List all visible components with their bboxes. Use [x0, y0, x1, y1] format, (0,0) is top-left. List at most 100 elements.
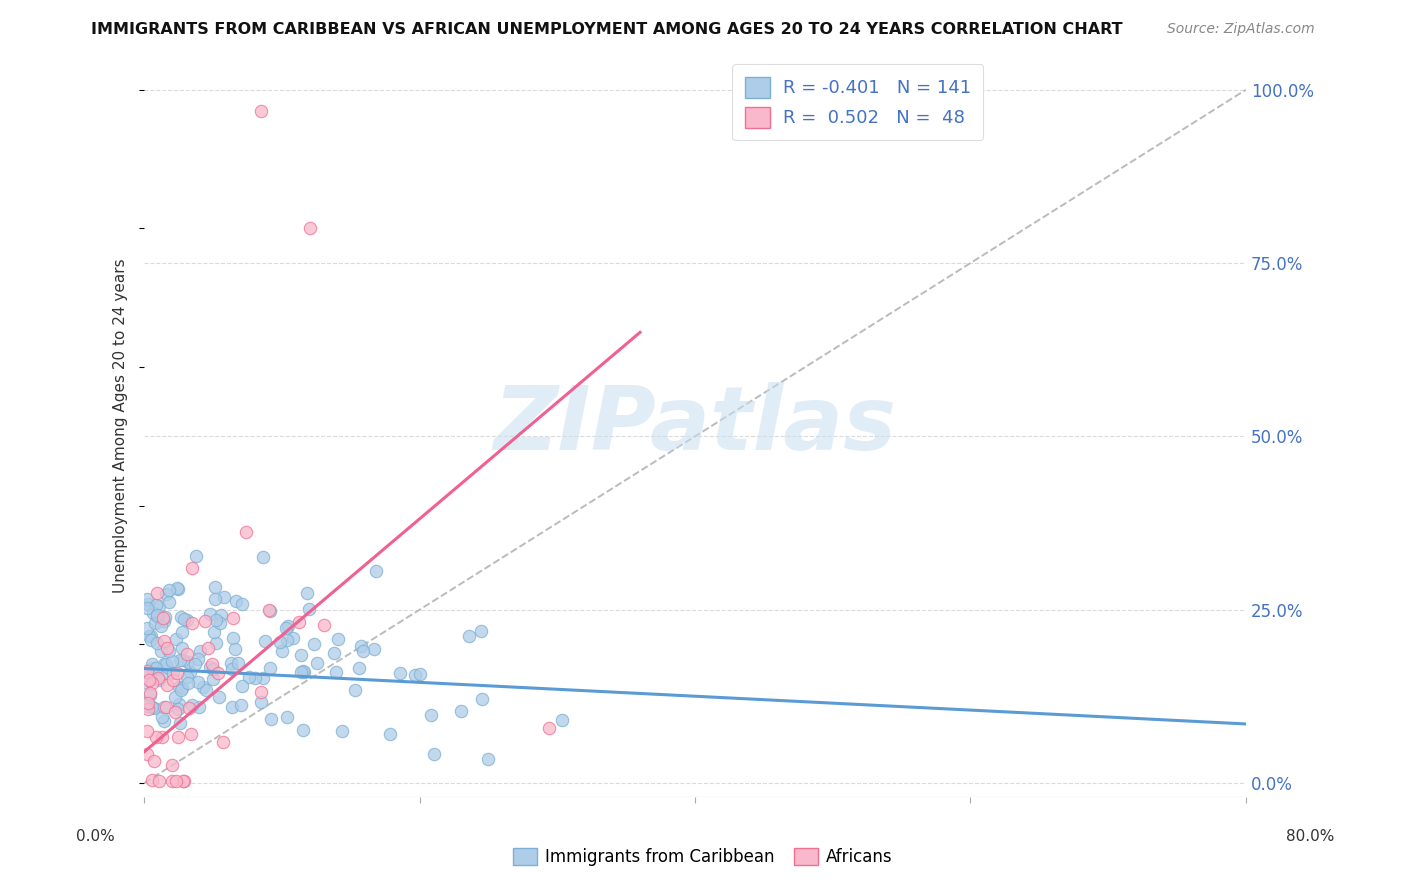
Point: [141, 657, 163, 671]
Point: [177, 676, 200, 690]
Point: [155, 657, 177, 671]
Point: [152, 710, 174, 724]
Point: [177, 701, 200, 715]
Point: [330, 723, 353, 738]
Point: [181, 561, 204, 575]
Point: [172, 652, 194, 666]
Point: [250, 695, 273, 709]
Point: [138, 673, 160, 688]
Text: 0.0%: 0.0%: [76, 830, 115, 844]
Point: [290, 648, 312, 663]
Point: [180, 698, 202, 713]
Point: [471, 692, 494, 706]
Point: [470, 624, 492, 638]
Point: [141, 699, 163, 714]
Point: [145, 636, 167, 650]
Point: [450, 704, 472, 718]
Text: IMMIGRANTS FROM CARIBBEAN VS AFRICAN UNEMPLOYMENT AMONG AGES 20 TO 24 YEARS CORR: IMMIGRANTS FROM CARIBBEAN VS AFRICAN UNE…: [91, 22, 1123, 37]
Point: [169, 715, 191, 730]
Point: [145, 586, 167, 600]
Point: [136, 702, 159, 716]
Point: [149, 669, 172, 683]
Point: [259, 603, 281, 617]
Text: 80.0%: 80.0%: [1286, 830, 1334, 844]
Point: [538, 721, 561, 735]
Point: [165, 774, 187, 789]
Point: [229, 698, 252, 712]
Point: [221, 699, 243, 714]
Point: [186, 549, 208, 563]
Point: [292, 665, 315, 679]
Point: [290, 665, 312, 679]
Point: [142, 754, 165, 768]
Point: [153, 634, 176, 648]
Point: [166, 582, 188, 597]
Point: [271, 644, 294, 658]
Point: [314, 618, 336, 632]
Point: [187, 700, 209, 714]
Point: [176, 670, 198, 684]
Point: [160, 654, 183, 668]
Point: [260, 712, 283, 726]
Point: [423, 747, 446, 761]
Point: [136, 597, 159, 611]
Point: [201, 672, 224, 686]
Point: [204, 613, 226, 627]
Point: [323, 646, 346, 660]
Point: [172, 624, 194, 639]
Point: [212, 591, 235, 605]
Point: [152, 615, 174, 629]
Point: [363, 642, 385, 657]
Point: [155, 610, 177, 624]
Point: [136, 621, 159, 635]
Point: [288, 615, 311, 630]
Point: [191, 680, 214, 694]
Point: [458, 629, 481, 643]
Y-axis label: Unemployment Among Ages 20 to 24 years: Unemployment Among Ages 20 to 24 years: [114, 259, 128, 593]
Point: [136, 747, 159, 762]
Point: [184, 657, 207, 671]
Point: [298, 221, 321, 235]
Point: [252, 549, 274, 564]
Point: [162, 665, 184, 680]
Point: [269, 634, 291, 648]
Point: [160, 757, 183, 772]
Point: [389, 666, 412, 681]
Point: [343, 682, 366, 697]
Point: [170, 609, 193, 624]
Point: [305, 656, 328, 670]
Point: [208, 615, 231, 630]
Point: [145, 661, 167, 675]
Point: [170, 640, 193, 655]
Point: [138, 666, 160, 681]
Point: [136, 699, 159, 714]
Point: [172, 681, 194, 695]
Point: [222, 631, 245, 645]
Point: [150, 618, 173, 632]
Point: [176, 647, 198, 661]
Point: [219, 656, 242, 670]
Point: [145, 598, 167, 612]
Point: [250, 103, 273, 118]
Point: [281, 632, 304, 646]
Point: [142, 606, 165, 620]
Point: [364, 564, 387, 578]
Point: [170, 682, 193, 697]
Point: [166, 581, 188, 595]
Point: [149, 644, 172, 658]
Point: [146, 610, 169, 624]
Point: [252, 671, 274, 685]
Point: [195, 682, 218, 697]
Point: [148, 673, 170, 687]
Point: [165, 632, 187, 647]
Point: [136, 723, 159, 738]
Point: [187, 651, 209, 665]
Point: [180, 727, 202, 741]
Point: [141, 676, 163, 690]
Point: [152, 610, 174, 624]
Point: [276, 621, 298, 635]
Point: [155, 700, 177, 714]
Point: [167, 731, 190, 745]
Point: [166, 666, 188, 681]
Point: [162, 673, 184, 688]
